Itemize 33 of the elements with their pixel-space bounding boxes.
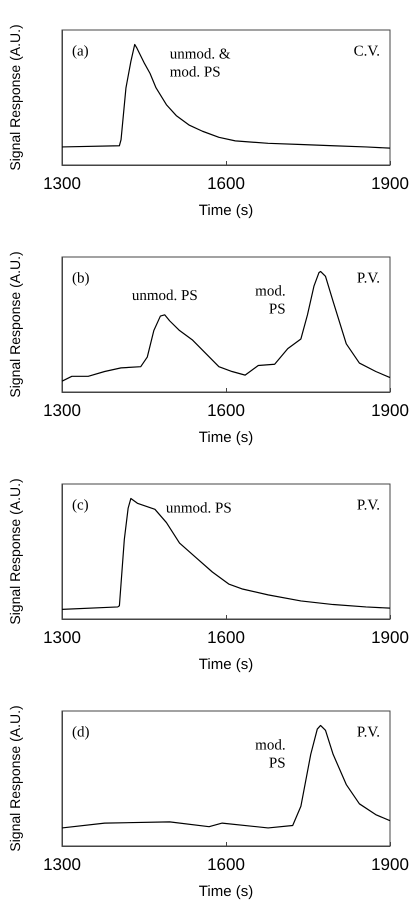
annotation: mod. PS xyxy=(255,284,286,318)
x-tick-label: 1900 xyxy=(371,174,409,193)
annotation: P.V. xyxy=(356,498,380,514)
annotation: mod. PS xyxy=(255,738,286,772)
annotation: unmod. & mod. PS xyxy=(170,46,231,81)
x-tick-label: 1900 xyxy=(371,628,409,647)
annotation: (d) xyxy=(72,724,90,740)
y-axis-title: Signal Response (A.U.) xyxy=(7,251,23,398)
annotation: P.V. xyxy=(356,724,380,740)
annotation: (c) xyxy=(72,498,89,514)
x-tick-label: 1300 xyxy=(43,855,81,874)
annotation: (b) xyxy=(72,270,90,286)
x-axis-title: Time (s) xyxy=(198,656,254,673)
annotation: unmod. PS xyxy=(166,500,232,517)
annotation: unmod. PS xyxy=(132,288,198,304)
annotation: C.V. xyxy=(354,44,380,60)
x-tick-label: 1600 xyxy=(207,401,245,420)
x-axis-title: Time (s) xyxy=(198,202,254,219)
x-tick-label: 1600 xyxy=(207,628,245,647)
x-axis-title: Time (s) xyxy=(198,883,254,900)
x-tick-label: 1300 xyxy=(43,174,81,193)
y-axis-title: Signal Response (A.U.) xyxy=(7,24,23,171)
x-tick-label: 1600 xyxy=(207,855,245,874)
y-axis-title: Signal Response (A.U.) xyxy=(7,705,23,852)
x-axis-title: Time (s) xyxy=(198,429,254,446)
x-tick-label: 1900 xyxy=(371,855,409,874)
x-tick-label: 1900 xyxy=(371,401,409,420)
annotation: P.V. xyxy=(356,270,380,286)
annotation: (a) xyxy=(72,44,89,60)
x-tick-label: 1300 xyxy=(43,401,81,420)
y-axis-title: Signal Response (A.U.) xyxy=(7,478,23,625)
x-tick-label: 1300 xyxy=(43,628,81,647)
x-tick-label: 1600 xyxy=(207,174,245,193)
